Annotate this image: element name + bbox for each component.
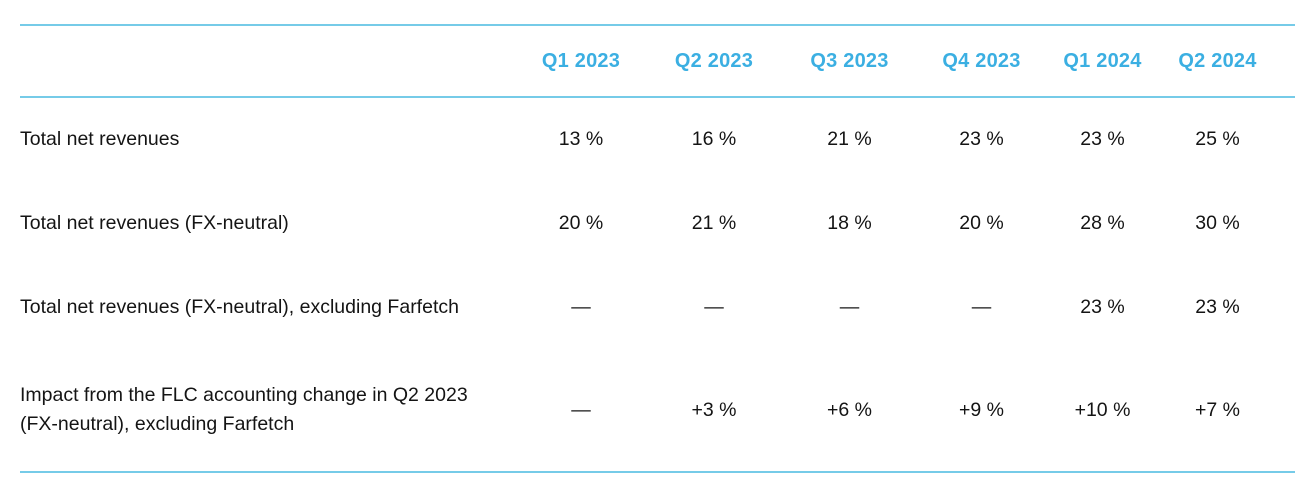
cell-value: 21 % bbox=[691, 211, 737, 234]
cell-value: — bbox=[971, 295, 992, 318]
cell-value: 30 % bbox=[1195, 211, 1240, 234]
cell-value: +3 % bbox=[691, 398, 737, 421]
header-row: Q1 2023 Q2 2023 Q3 2023 Q4 2023 Q1 2024 … bbox=[20, 25, 1295, 98]
column-header-q1-2024: Q1 2024 bbox=[1045, 25, 1160, 98]
cell-value: 20 % bbox=[558, 211, 604, 234]
row-label: Total net revenues (FX-neutral) bbox=[20, 211, 289, 234]
cell-value: — bbox=[839, 295, 860, 318]
cell-value: — bbox=[571, 295, 591, 318]
table-row-flc-accounting-change-impact: Impact from the FLC accounting change in… bbox=[20, 349, 1295, 472]
row-label: Impact from the FLC accounting change in… bbox=[20, 384, 468, 435]
cell-value: — bbox=[571, 398, 591, 421]
column-header-q1-2023: Q1 2023 bbox=[515, 25, 647, 98]
cell-value: 20 % bbox=[959, 211, 1004, 234]
table-row-fx-neutral-excluding-farfetch: Total net revenues (FX-neutral), excludi… bbox=[20, 265, 1295, 349]
cell-value: 25 % bbox=[1195, 128, 1240, 150]
cell-value: 23 % bbox=[1195, 295, 1240, 318]
cell-value: +9 % bbox=[959, 398, 1004, 421]
empty-header-cell bbox=[20, 25, 515, 98]
column-header-q2-2024: Q2 2024 bbox=[1160, 25, 1295, 98]
cell-value: 16 % bbox=[691, 128, 737, 150]
cell-value: +10 % bbox=[1074, 398, 1131, 421]
cell-value: +7 % bbox=[1195, 398, 1240, 421]
row-label: Total net revenues bbox=[20, 128, 180, 150]
cell-value: 18 % bbox=[827, 211, 872, 234]
cell-value: 23 % bbox=[959, 128, 1004, 150]
row-label: Total net revenues (FX-neutral), excludi… bbox=[20, 295, 459, 318]
cell-value: 13 % bbox=[558, 128, 604, 150]
cell-value: +6 % bbox=[827, 398, 872, 421]
cell-value: 21 % bbox=[827, 128, 872, 150]
column-header-q3-2023: Q3 2023 bbox=[781, 25, 918, 98]
quarterly-growth-table: Q1 2023 Q2 2023 Q3 2023 Q4 2023 Q1 2024 … bbox=[20, 24, 1295, 473]
table-body: Total net revenues 13 % 16 % 21 % 23 % 2… bbox=[20, 97, 1295, 472]
page: Q1 2023 Q2 2023 Q3 2023 Q4 2023 Q1 2024 … bbox=[20, 24, 1295, 473]
column-header-q4-2023: Q4 2023 bbox=[918, 25, 1045, 98]
cell-value: 23 % bbox=[1080, 295, 1125, 318]
table-row-total-net-revenues-fx-neutral: Total net revenues (FX-neutral) 20 % 21 … bbox=[20, 181, 1295, 265]
cell-value: — bbox=[704, 295, 724, 318]
table-row-total-net-revenues: Total net revenues 13 % 16 % 21 % 23 % 2… bbox=[20, 97, 1295, 181]
column-header-q2-2023: Q2 2023 bbox=[647, 25, 781, 98]
table-header: Q1 2023 Q2 2023 Q3 2023 Q4 2023 Q1 2024 … bbox=[20, 25, 1295, 98]
cell-value: 28 % bbox=[1080, 211, 1125, 234]
cell-value: 23 % bbox=[1080, 128, 1125, 150]
